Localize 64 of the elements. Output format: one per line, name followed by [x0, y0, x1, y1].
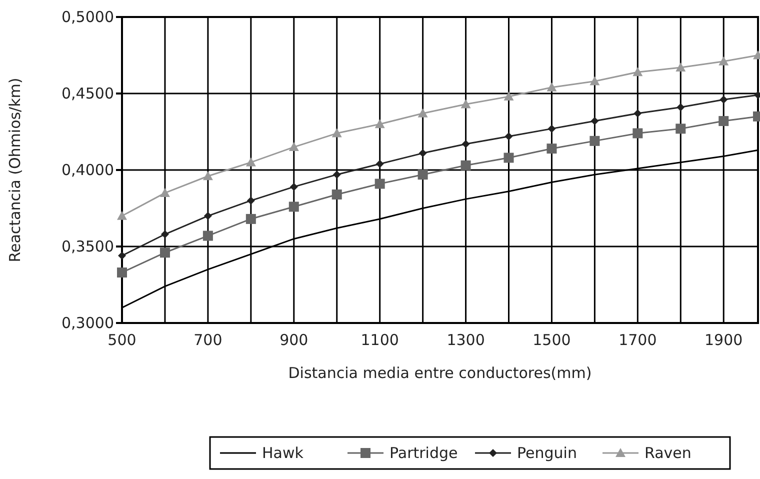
- point: [160, 248, 170, 258]
- legend-label: Partridge: [390, 444, 458, 462]
- point: [590, 76, 600, 86]
- point: [720, 96, 728, 104]
- point: [632, 67, 643, 76]
- point: [546, 82, 557, 92]
- point: [504, 92, 514, 101]
- point: [418, 108, 428, 118]
- y-tick-label: 0,5000: [62, 8, 114, 26]
- point: [634, 109, 642, 118]
- point: [546, 144, 557, 154]
- y-tick-label: 0,3500: [62, 238, 114, 256]
- point: [418, 170, 428, 180]
- x-tick-label: 1900: [704, 331, 743, 349]
- point: [246, 196, 255, 205]
- point: [718, 56, 729, 66]
- point: [118, 252, 126, 260]
- x-tick-label: 1100: [360, 331, 399, 349]
- point: [332, 189, 342, 200]
- x-tick-label: 1300: [446, 331, 485, 349]
- point: [246, 214, 256, 224]
- point: [376, 160, 384, 168]
- point: [632, 128, 643, 138]
- point: [117, 210, 127, 220]
- point: [202, 171, 213, 180]
- y-tick-label: 0,4500: [62, 84, 114, 102]
- point: [246, 157, 256, 166]
- point: [332, 128, 342, 138]
- point: [117, 268, 127, 278]
- point: [204, 212, 212, 220]
- point: [418, 149, 427, 158]
- point: [590, 117, 599, 126]
- x-tick-label: 700: [194, 331, 222, 349]
- legend-label: Hawk: [262, 444, 304, 462]
- point: [202, 230, 213, 241]
- point: [676, 103, 685, 112]
- y-tick-label: 0,3000: [62, 314, 114, 332]
- point: [462, 140, 470, 148]
- point: [160, 230, 169, 238]
- point: [332, 170, 341, 179]
- x-tick-label: 1700: [618, 331, 657, 349]
- point: [718, 116, 729, 126]
- y-tick-label: 0,4000: [62, 161, 114, 179]
- point: [676, 124, 686, 134]
- x-axis-title: Distancia media entre conductores(mm): [288, 364, 592, 382]
- point: [374, 178, 385, 189]
- x-tick-label: 1500: [532, 331, 571, 349]
- point: [288, 142, 299, 152]
- legend-label: Penguin: [517, 444, 577, 462]
- point: [548, 124, 556, 133]
- point: [160, 188, 170, 197]
- point: [676, 62, 686, 72]
- point: [460, 160, 471, 170]
- point: [590, 136, 600, 146]
- y-axis-title: Reactancia (Ohmios/km): [6, 78, 24, 262]
- point: [504, 132, 513, 140]
- x-tick-label: 500: [108, 331, 136, 349]
- point: [374, 119, 385, 128]
- point: [290, 182, 298, 191]
- point: [288, 202, 299, 212]
- point: [504, 152, 514, 163]
- legend-label: Raven: [644, 444, 692, 462]
- point: [460, 99, 471, 108]
- x-tick-label: 900: [280, 331, 308, 349]
